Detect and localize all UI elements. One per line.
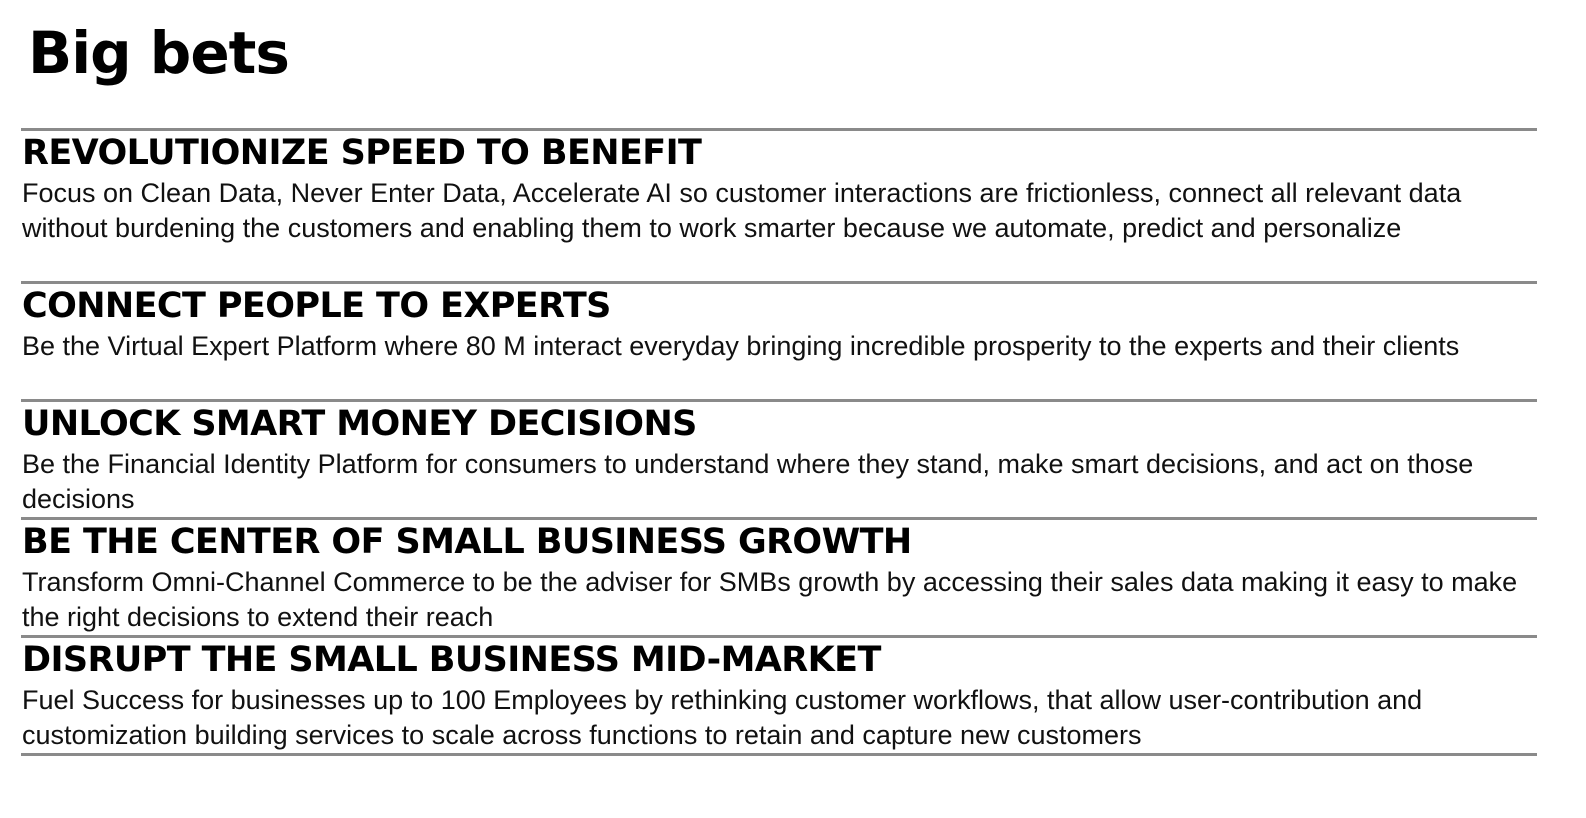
bet-item: BE THE CENTER OF SMALL BUSINESS GROWTH T…: [21, 520, 1537, 635]
bet-description: Focus on Clean Data, Never Enter Data, A…: [22, 178, 1462, 243]
big-bets-list: REVOLUTIONIZE SPEED TO BENEFIT Focus on …: [21, 128, 1537, 756]
bet-item: UNLOCK SMART MONEY DECISIONS Be the Fina…: [21, 402, 1537, 517]
bet-item: DISRUPT THE SMALL BUSINESS MID-MARKET Fu…: [21, 638, 1537, 753]
bet-heading: REVOLUTIONIZE SPEED TO BENEFIT: [22, 133, 702, 173]
divider: [21, 128, 1537, 131]
bet-heading: CONNECT PEOPLE TO EXPERTS: [22, 286, 611, 326]
divider: [21, 635, 1537, 638]
divider: [21, 517, 1537, 520]
bet-description: Transform Omni-Channel Commerce to be th…: [22, 567, 1518, 632]
divider: [21, 399, 1537, 402]
bet-item: CONNECT PEOPLE TO EXPERTS Be the Virtual…: [21, 284, 1537, 399]
bet-description: Fuel Success for businesses up to 100 Em…: [22, 685, 1423, 750]
divider: [21, 281, 1537, 284]
bet-description: Be the Financial Identity Platform for c…: [22, 449, 1474, 514]
bet-heading: BE THE CENTER OF SMALL BUSINESS GROWTH: [22, 522, 912, 562]
divider: [21, 753, 1537, 756]
bet-heading: DISRUPT THE SMALL BUSINESS MID-MARKET: [22, 640, 881, 680]
bet-description: Be the Virtual Expert Platform where 80 …: [22, 331, 1460, 361]
page-title: Big bets: [28, 19, 290, 87]
bet-item: REVOLUTIONIZE SPEED TO BENEFIT Focus on …: [21, 131, 1537, 281]
bet-heading: UNLOCK SMART MONEY DECISIONS: [22, 404, 697, 444]
